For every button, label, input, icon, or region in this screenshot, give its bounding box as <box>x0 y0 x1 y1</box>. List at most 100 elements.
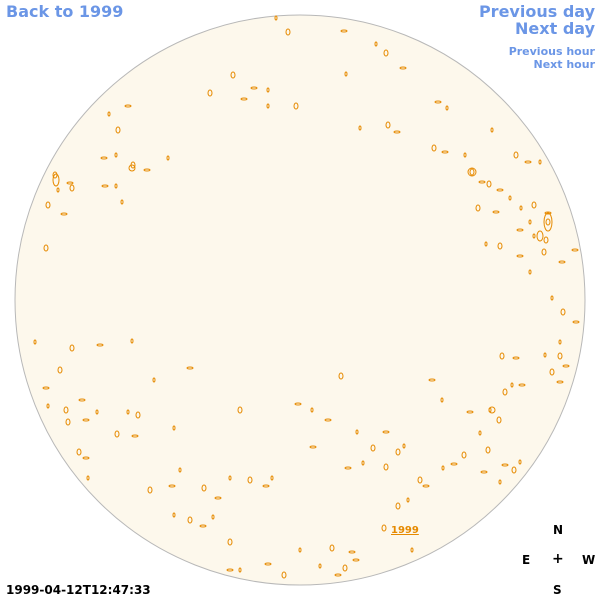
feature-contour <box>532 233 536 239</box>
feature-contour <box>82 418 90 422</box>
feature-contour <box>338 372 344 380</box>
feature-contour <box>381 524 387 532</box>
feature-contour <box>126 409 130 415</box>
feature-contour-large <box>128 164 136 172</box>
feature-contour <box>228 475 232 481</box>
feature-contour <box>82 456 90 460</box>
feature-contour <box>511 466 517 474</box>
compass-south: S <box>553 583 562 597</box>
feature-contour <box>395 502 401 510</box>
feature-contour <box>42 386 50 390</box>
feature-contour <box>441 465 445 471</box>
feature-contour <box>63 406 69 414</box>
feature-contour <box>178 467 182 473</box>
feature-contour <box>382 430 390 434</box>
feature-contour <box>374 41 378 47</box>
feature-contour <box>496 416 502 424</box>
feature-contour <box>431 144 437 152</box>
feature-contour <box>186 366 194 370</box>
feature-contour <box>508 195 512 201</box>
feature-contour <box>497 242 503 250</box>
feature-contour <box>310 407 314 413</box>
compass-east: E <box>522 553 531 567</box>
feature-contour <box>528 219 532 225</box>
feature-contour <box>281 571 287 579</box>
feature-contour <box>45 201 51 209</box>
feature-contour <box>550 295 554 301</box>
feature-contour <box>270 475 274 481</box>
feature-contour <box>240 97 248 101</box>
feature-contour <box>250 86 258 90</box>
feature-contour <box>294 402 302 406</box>
feature-contour <box>556 380 564 384</box>
feature-contour <box>422 484 430 488</box>
feature-contour <box>441 150 449 154</box>
feature-contour-large <box>52 173 60 187</box>
feature-contour <box>135 411 141 419</box>
feature-contour <box>518 383 526 387</box>
feature-contour <box>201 484 207 492</box>
feature-contour <box>199 524 207 528</box>
feature-contour <box>86 475 90 481</box>
feature-contour <box>417 476 423 484</box>
feature-contour <box>65 418 71 426</box>
feature-contour <box>434 100 442 104</box>
feature-contour <box>309 445 317 449</box>
feature-contour-large <box>488 406 496 414</box>
feature-contour <box>329 544 335 552</box>
year-link[interactable]: 1999 <box>391 525 419 536</box>
feature-contour <box>96 343 104 347</box>
feature-contour-large <box>543 212 553 232</box>
feature-contour <box>466 410 474 414</box>
feature-contour <box>519 205 523 211</box>
feature-contour <box>344 466 352 470</box>
feature-contour <box>43 244 49 252</box>
feature-contour <box>445 105 449 111</box>
feature-contour <box>207 89 213 97</box>
feature-contour <box>226 568 234 572</box>
feature-contour <box>571 248 579 252</box>
feature-contour <box>172 512 176 518</box>
feature-contour <box>69 184 75 192</box>
feature-contour <box>266 87 270 93</box>
next-hour-link[interactable]: Next hour <box>533 58 596 71</box>
feature-contour <box>461 451 467 459</box>
next-day-link[interactable]: Next day <box>515 19 595 38</box>
feature-contour <box>428 378 436 382</box>
feature-contour-large <box>536 230 544 242</box>
feature-contour <box>69 344 75 352</box>
feature-contour <box>172 425 176 431</box>
feature-contour <box>342 564 348 572</box>
feature-contour <box>478 430 482 436</box>
feature-contour <box>340 29 348 33</box>
feature-contour <box>130 338 134 344</box>
feature-contour <box>227 538 233 546</box>
feature-contour <box>558 339 562 345</box>
feature-contour <box>492 210 500 214</box>
feature-contour <box>60 212 68 216</box>
feature-contour <box>545 218 551 226</box>
feature-contour <box>393 130 401 134</box>
previous-hour-link[interactable]: Previous hour <box>508 45 595 58</box>
feature-contour <box>143 168 151 172</box>
previous-day-link[interactable]: Previous day <box>478 2 595 21</box>
feature-contour <box>187 516 193 524</box>
solar-disk <box>14 14 586 586</box>
feature-contour <box>496 188 504 192</box>
feature-contour <box>516 228 524 232</box>
feature-contour <box>318 563 322 569</box>
feature-contour <box>120 199 124 205</box>
feature-contour <box>513 151 519 159</box>
feature-contour <box>469 168 475 176</box>
feature-contour <box>355 429 359 435</box>
back-to-year-link[interactable]: Back to 1999 <box>6 2 124 21</box>
feature-contour <box>344 71 348 77</box>
feature-contour <box>52 171 58 179</box>
feature-contour <box>499 352 505 360</box>
feature-contour <box>512 356 520 360</box>
feature-contour <box>107 111 111 117</box>
feature-contour <box>152 377 156 383</box>
feature-contour <box>541 248 547 256</box>
feature-contour <box>480 470 488 474</box>
feature-contour <box>76 448 82 456</box>
